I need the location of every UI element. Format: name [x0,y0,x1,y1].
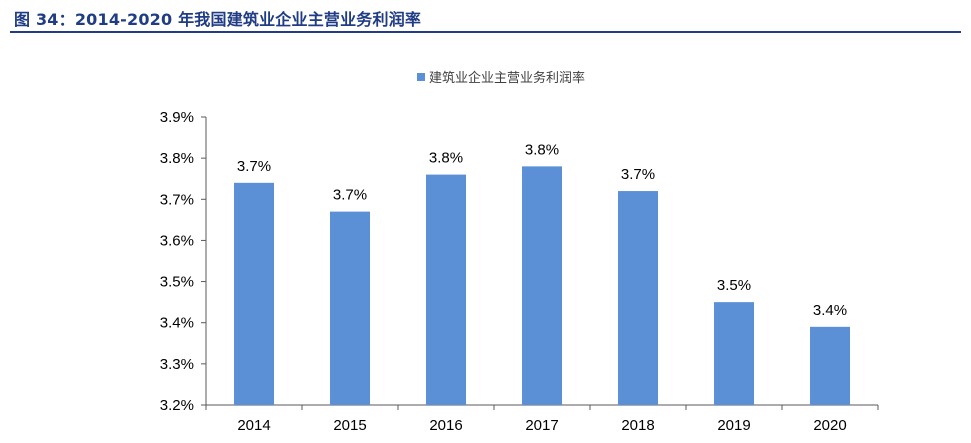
bar-2020 [810,326,850,405]
x-category-label: 2014 [237,417,270,434]
data-label-2014: 3.7% [237,158,271,175]
data-label-2015: 3.7% [333,187,367,204]
y-axis: 3.2% 3.3% 3.4% 3.5% 3.6% 3.7% 3.8% 3.9% [160,109,207,414]
bar-2014 [234,182,274,405]
x-category-label: 2019 [717,417,750,434]
x-category-label: 2018 [621,417,654,434]
bars [234,166,850,405]
bar-2019 [714,302,754,405]
bar-2017 [522,166,562,405]
data-label-2018: 3.7% [621,166,655,183]
x-category-label: 2020 [813,417,846,434]
y-tick-label: 3.4% [160,315,194,332]
data-label-2020: 3.4% [813,302,847,319]
data-label-2019: 3.5% [717,277,751,294]
legend: 建筑业企业主营业务利润率 [417,70,585,85]
y-tick-label: 3.7% [160,191,194,208]
y-tick-label: 3.3% [160,356,194,373]
y-tick-label: 3.6% [160,232,194,249]
x-category-label: 2017 [525,417,558,434]
data-labels: 3.7% 3.7% 3.8% 3.8% 3.7% 3.5% 3.4% [237,141,847,318]
bar-2015 [330,211,370,405]
data-label-2016: 3.8% [429,150,463,167]
x-axis: 2014 2015 2016 2017 2018 2019 2020 [205,404,879,434]
y-tick-label: 3.9% [160,109,194,126]
legend-swatch [417,73,425,81]
title-rule [10,31,961,33]
y-tick-label: 3.5% [160,274,194,291]
bar-2018 [618,191,658,405]
y-tick-label: 3.8% [160,150,194,167]
figure-title: 图 34：2014-2020 年我国建筑业企业主营业务利润率 [14,10,422,29]
data-label-2017: 3.8% [525,141,559,158]
bar-2016 [426,174,466,405]
legend-label: 建筑业企业主营业务利润率 [429,70,585,85]
x-category-label: 2016 [429,417,462,434]
x-category-label: 2015 [333,417,366,434]
y-tick-label: 3.2% [160,397,194,414]
